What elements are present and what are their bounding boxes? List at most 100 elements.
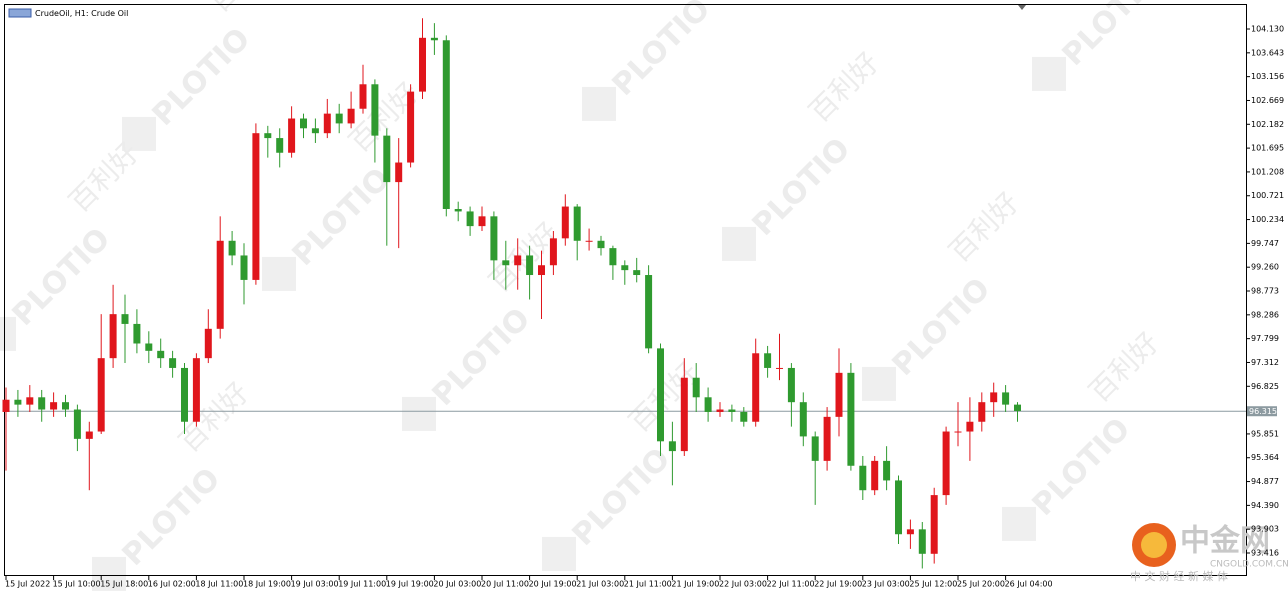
candle-body: [323, 113, 331, 134]
candle-body: [133, 323, 141, 344]
watermark-box: [0, 316, 16, 351]
candle-body: [216, 240, 224, 329]
candle-body: [121, 314, 129, 324]
y-tick-label: 99.260: [1251, 263, 1279, 272]
y-tick-label: 99.747: [1251, 239, 1279, 248]
candle-body: [811, 436, 819, 461]
x-tick-label: 19 Jul 19:00: [386, 580, 434, 589]
candle-body: [609, 248, 617, 266]
candle-body: [657, 348, 664, 442]
symbol-icon: [8, 8, 32, 18]
candle-body: [85, 431, 93, 439]
candle-body: [454, 208, 462, 212]
watermark-name: 百利好: [203, 0, 286, 19]
candle-body: [585, 240, 593, 242]
candle-body: [752, 353, 760, 422]
candle-body: [776, 367, 783, 369]
candle-body: [740, 411, 748, 422]
candle-body: [252, 133, 260, 280]
candle-body: [859, 465, 867, 491]
candle-body: [192, 358, 200, 422]
candle-body: [942, 431, 950, 496]
watermark-brand: PLOTIO: [886, 271, 997, 382]
candle-body: [26, 397, 34, 405]
candle-body: [419, 37, 426, 92]
candle-body: [109, 314, 117, 359]
logo-site: CNGOLD.COM.CN: [1210, 560, 1288, 570]
candle-body: [906, 529, 914, 535]
watermark-box: [401, 396, 436, 431]
candle-body: [490, 216, 498, 261]
candle-body: [395, 162, 403, 183]
candle-body: [157, 350, 165, 359]
x-tick-label: 25 Jul 12:00: [909, 580, 957, 589]
x-tick-label: 18 Jul 19:00: [243, 580, 291, 589]
y-tick-label: 100.721: [1251, 191, 1284, 200]
watermark-name: 百利好: [63, 136, 146, 219]
candle-body: [680, 377, 688, 452]
candle-body: [240, 255, 248, 280]
watermark-brand: PLOTIO: [1056, 0, 1167, 73]
candle-body: [73, 409, 81, 439]
x-tick-label: 25 Jul 20:00: [957, 580, 1005, 589]
watermark-box: [91, 556, 126, 591]
candle-body: [50, 402, 58, 410]
watermark-name: 百利好: [1083, 326, 1166, 409]
candle-body: [799, 402, 807, 437]
y-tick-label: 93.903: [1251, 525, 1279, 534]
candle-body: [335, 113, 343, 124]
candle-body: [383, 135, 391, 183]
watermark-brand: PLOTIO: [1026, 411, 1137, 522]
y-tick-label: 95.851: [1251, 429, 1279, 438]
candle-body: [228, 240, 236, 256]
candle-body: [526, 255, 534, 276]
y-tick-label: 103.643: [1251, 48, 1284, 57]
x-tick-label: 26 Jul 04:00: [1005, 580, 1053, 589]
watermark-brand: PLOTIO: [426, 301, 537, 412]
candle-body: [169, 358, 177, 368]
candle-body: [1014, 404, 1021, 411]
logo-name: 中金网: [1180, 524, 1270, 559]
candle-body: [692, 377, 700, 398]
candle-body: [145, 343, 153, 351]
y-tick-label: 98.286: [1251, 310, 1279, 319]
y-tick-label: 93.416: [1251, 549, 1279, 558]
candle-body: [204, 328, 212, 359]
candle-body: [573, 206, 581, 241]
candle-body: [359, 84, 367, 109]
candle-body: [2, 399, 10, 412]
x-tick-label: 19 Jul 11:00: [338, 580, 386, 589]
candle-body: [181, 367, 188, 422]
watermark-box: [1031, 56, 1066, 91]
x-tick-label: 21 Jul 03:00: [576, 580, 624, 589]
candle-body: [728, 409, 736, 412]
watermark-brand: PLOTIO: [116, 461, 227, 572]
y-tick-label: 101.695: [1251, 144, 1284, 153]
current-price-box: [1247, 406, 1277, 417]
current-price-label: 96.315: [1249, 407, 1277, 416]
candle-body: [502, 260, 510, 266]
candle-body: [990, 392, 998, 403]
candle-body: [311, 128, 319, 134]
candle-body: [288, 118, 296, 153]
candle-body: [371, 84, 379, 136]
plot-frame: [4, 4, 1247, 576]
x-tick-label: 15 Jul 10:00: [53, 580, 101, 589]
candle-body: [466, 211, 474, 227]
watermark-box: [261, 256, 296, 291]
candle-body: [347, 108, 355, 124]
candle-body: [633, 270, 641, 276]
candle-body: [597, 240, 605, 249]
watermark-box: [861, 366, 896, 401]
candle-body: [645, 275, 653, 349]
candle-body: [1002, 392, 1010, 405]
x-tick-label: 15 Jul 18:00: [100, 580, 148, 589]
candle-body: [561, 206, 569, 239]
x-tick-label: 21 Jul 19:00: [671, 580, 719, 589]
y-tick-label: 94.390: [1251, 501, 1279, 510]
